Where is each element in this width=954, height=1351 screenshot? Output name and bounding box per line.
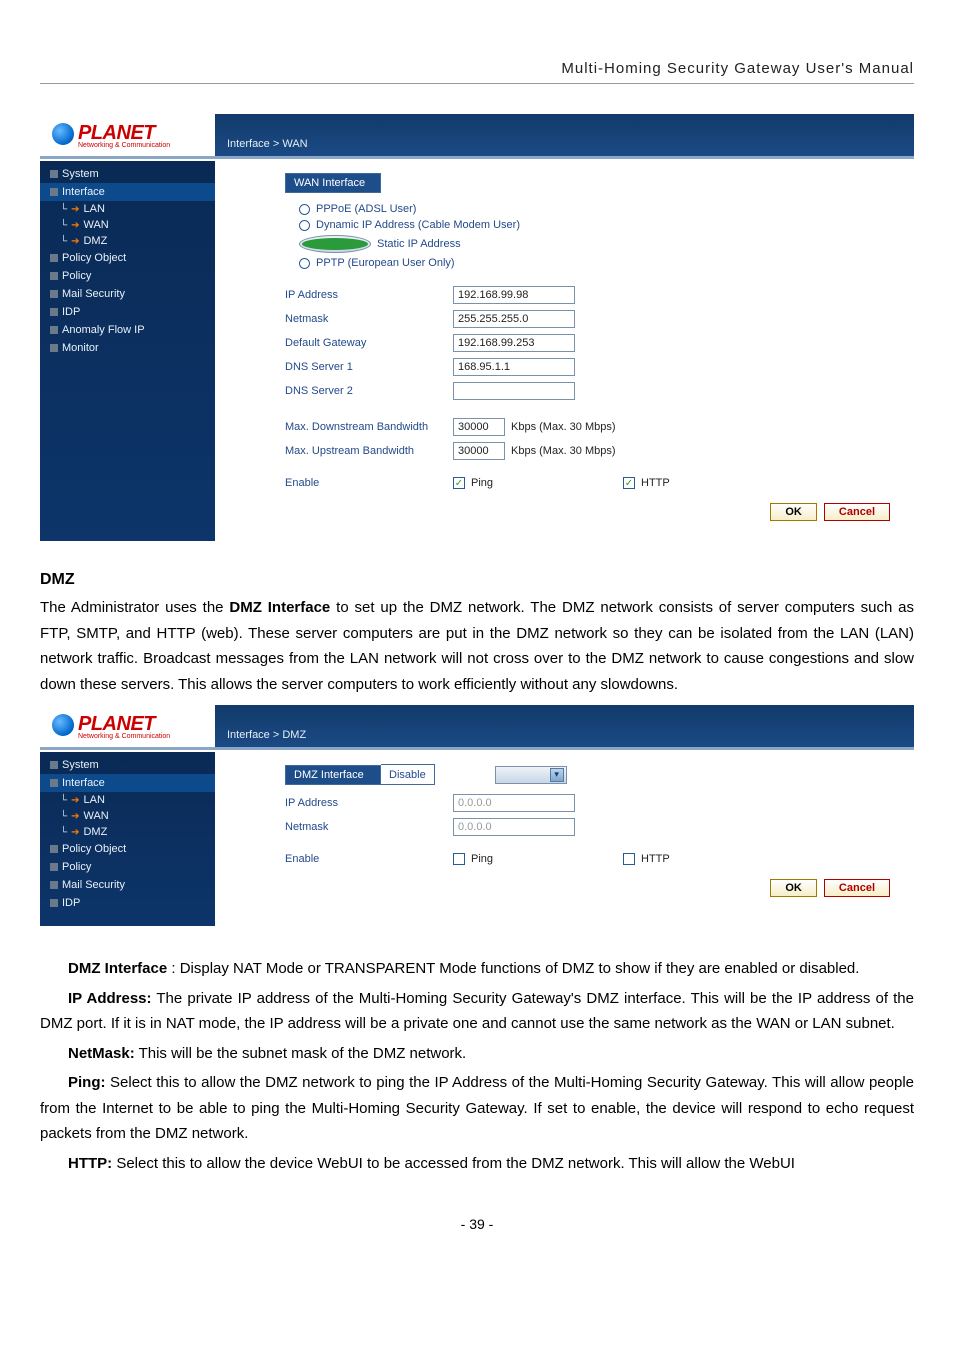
ok-button[interactable]: OK bbox=[770, 503, 817, 521]
section-dmz-title: DMZ bbox=[40, 571, 914, 589]
sidebar-item-idp[interactable]: IDP bbox=[40, 303, 215, 321]
label-enable: Enable bbox=[285, 853, 453, 865]
label-dns2: DNS Server 2 bbox=[285, 385, 453, 397]
sidebar-sub-wan[interactable]: └➔WAN bbox=[40, 217, 215, 233]
radio-static[interactable]: Static IP Address bbox=[285, 233, 890, 255]
ok-button[interactable]: OK bbox=[770, 879, 817, 897]
dmz-intro: The Administrator uses the DMZ Interface… bbox=[40, 595, 914, 697]
label-dns1: DNS Server 1 bbox=[285, 361, 453, 373]
radio-pptp[interactable]: PPTP (European User Only) bbox=[285, 255, 890, 271]
input-dns2[interactable] bbox=[453, 382, 575, 400]
cancel-button[interactable]: Cancel bbox=[824, 879, 890, 897]
panel-title: DMZ Interface bbox=[285, 765, 381, 785]
sidebar-sub-lan[interactable]: └➔LAN bbox=[40, 201, 215, 217]
label-netmask: Netmask bbox=[285, 821, 453, 833]
definitions: DMZ Interface : Display NAT Mode or TRAN… bbox=[40, 956, 914, 1176]
sidebar-sub-dmz[interactable]: └➔DMZ bbox=[40, 824, 215, 840]
suffix-down: Kbps (Max. 30 Mbps) bbox=[511, 421, 616, 433]
globe-icon bbox=[52, 714, 74, 736]
label-http: HTTP bbox=[641, 853, 670, 865]
input-down[interactable] bbox=[453, 418, 505, 436]
breadcrumb: Interface > DMZ bbox=[215, 705, 914, 747]
sidebar-item-monitor[interactable]: Monitor bbox=[40, 339, 215, 357]
label-gateway: Default Gateway bbox=[285, 337, 453, 349]
logo: PLANET Networking & Communication bbox=[40, 114, 215, 156]
sidebar-item-system[interactable]: System bbox=[40, 756, 215, 774]
input-ip[interactable] bbox=[453, 794, 575, 812]
label-ping: Ping bbox=[471, 477, 493, 489]
label-http: HTTP bbox=[641, 477, 670, 489]
suffix-up: Kbps (Max. 30 Mbps) bbox=[511, 445, 616, 457]
sidebar-sub-lan[interactable]: └➔LAN bbox=[40, 792, 215, 808]
checkbox-http[interactable] bbox=[623, 853, 635, 865]
breadcrumb: Interface > WAN bbox=[215, 114, 914, 156]
page-header: Multi-Homing Security Gateway User's Man… bbox=[40, 60, 914, 84]
sidebar-item-system[interactable]: System bbox=[40, 165, 215, 183]
input-ip[interactable] bbox=[453, 286, 575, 304]
sidebar-item-policy-object[interactable]: Policy Object bbox=[40, 840, 215, 858]
label-netmask: Netmask bbox=[285, 313, 453, 325]
radio-pppoe[interactable]: PPPoE (ADSL User) bbox=[285, 201, 890, 217]
label-enable: Enable bbox=[285, 477, 453, 489]
sidebar-sub-wan[interactable]: └➔WAN bbox=[40, 808, 215, 824]
sidebar-item-anomaly[interactable]: Anomaly Flow IP bbox=[40, 321, 215, 339]
label-down: Max. Downstream Bandwidth bbox=[285, 421, 453, 433]
dmz-mode-label: Disable bbox=[381, 764, 435, 785]
globe-icon bbox=[52, 123, 74, 145]
content-wan: WAN Interface PPPoE (ADSL User) Dynamic … bbox=[215, 161, 914, 541]
checkbox-http[interactable] bbox=[623, 477, 635, 489]
sidebar-item-interface[interactable]: Interface bbox=[40, 774, 215, 792]
sidebar: System Interface └➔LAN └➔WAN └➔DMZ Polic… bbox=[40, 161, 215, 541]
sidebar-item-policy[interactable]: Policy bbox=[40, 267, 215, 285]
input-netmask[interactable] bbox=[453, 818, 575, 836]
sidebar-sub-dmz[interactable]: └➔DMZ bbox=[40, 233, 215, 249]
sidebar-item-policy[interactable]: Policy bbox=[40, 858, 215, 876]
input-dns1[interactable] bbox=[453, 358, 575, 376]
label-ping: Ping bbox=[471, 853, 493, 865]
sidebar-item-idp[interactable]: IDP bbox=[40, 894, 215, 912]
checkbox-ping[interactable] bbox=[453, 853, 465, 865]
label-up: Max. Upstream Bandwidth bbox=[285, 445, 453, 457]
sidebar-item-mail-security[interactable]: Mail Security bbox=[40, 285, 215, 303]
panel-title: WAN Interface bbox=[285, 173, 381, 193]
dmz-mode-select[interactable]: ▾ bbox=[495, 766, 567, 784]
sidebar-item-interface[interactable]: Interface bbox=[40, 183, 215, 201]
cancel-button[interactable]: Cancel bbox=[824, 503, 890, 521]
input-up[interactable] bbox=[453, 442, 505, 460]
chevron-down-icon: ▾ bbox=[550, 768, 564, 782]
sidebar: System Interface └➔LAN └➔WAN └➔DMZ Polic… bbox=[40, 752, 215, 926]
label-ip: IP Address bbox=[285, 797, 453, 809]
content-dmz: DMZ Interface Disable ▾ IP Address Netma… bbox=[215, 752, 914, 926]
logo-subtitle: Networking & Communication bbox=[78, 142, 209, 149]
screenshot-wan: PLANET Networking & Communication Interf… bbox=[40, 114, 914, 541]
input-gateway[interactable] bbox=[453, 334, 575, 352]
screenshot-dmz: PLANET Networking & Communication Interf… bbox=[40, 705, 914, 926]
input-netmask[interactable] bbox=[453, 310, 575, 328]
page-number: - 39 - bbox=[40, 1216, 914, 1232]
sidebar-item-mail-security[interactable]: Mail Security bbox=[40, 876, 215, 894]
radio-dynamic[interactable]: Dynamic IP Address (Cable Modem User) bbox=[285, 217, 890, 233]
label-ip: IP Address bbox=[285, 289, 453, 301]
logo-subtitle: Networking & Communication bbox=[78, 733, 209, 740]
checkbox-ping[interactable] bbox=[453, 477, 465, 489]
logo: PLANET Networking & Communication bbox=[40, 705, 215, 747]
sidebar-item-policy-object[interactable]: Policy Object bbox=[40, 249, 215, 267]
